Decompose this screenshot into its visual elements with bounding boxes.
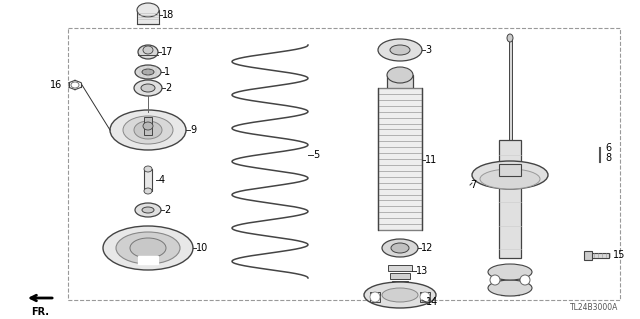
Ellipse shape (142, 69, 154, 75)
Ellipse shape (364, 282, 436, 308)
Text: 12: 12 (421, 243, 433, 253)
Ellipse shape (143, 46, 153, 54)
Ellipse shape (116, 232, 180, 264)
Ellipse shape (144, 166, 152, 172)
Text: 11: 11 (425, 155, 437, 165)
Text: 6: 6 (605, 143, 611, 153)
Bar (144, 169, 152, 191)
Text: 5: 5 (313, 150, 319, 160)
Ellipse shape (490, 275, 500, 285)
Ellipse shape (382, 239, 418, 257)
Ellipse shape (391, 243, 409, 253)
Bar (370, 292, 380, 302)
Text: 1: 1 (164, 67, 170, 77)
Bar (587, 253, 609, 257)
Text: 10: 10 (196, 243, 208, 253)
Ellipse shape (130, 238, 166, 258)
Ellipse shape (144, 188, 152, 194)
Ellipse shape (387, 67, 413, 83)
Ellipse shape (507, 34, 513, 42)
Ellipse shape (488, 280, 532, 296)
Bar (499, 140, 521, 258)
Bar (392, 281, 408, 287)
Text: 17: 17 (161, 47, 173, 57)
Ellipse shape (420, 292, 430, 302)
Bar (420, 292, 430, 302)
Text: 14: 14 (426, 297, 438, 307)
Ellipse shape (488, 264, 532, 280)
Ellipse shape (142, 207, 154, 213)
Text: 15: 15 (613, 250, 625, 260)
Ellipse shape (143, 122, 153, 130)
Bar (68, 28, 620, 300)
Text: FR.: FR. (31, 307, 49, 317)
Ellipse shape (520, 275, 530, 285)
Ellipse shape (137, 3, 159, 17)
Ellipse shape (135, 65, 161, 79)
Ellipse shape (134, 121, 162, 139)
Ellipse shape (472, 161, 548, 189)
Bar (138, 256, 158, 264)
Text: 3: 3 (425, 45, 431, 55)
Text: 9: 9 (190, 125, 196, 135)
Ellipse shape (387, 91, 413, 107)
Ellipse shape (134, 80, 162, 96)
Text: 13: 13 (416, 266, 428, 276)
Ellipse shape (103, 226, 193, 270)
Ellipse shape (71, 82, 79, 88)
Ellipse shape (141, 84, 155, 92)
Text: 18: 18 (162, 10, 174, 20)
Ellipse shape (135, 203, 161, 217)
Text: TL24B3000A: TL24B3000A (570, 303, 618, 312)
Text: 7: 7 (470, 180, 476, 190)
Bar (378, 88, 422, 230)
Bar (388, 265, 412, 271)
Bar (390, 273, 410, 279)
Bar (501, 265, 519, 295)
Bar (584, 250, 592, 259)
Ellipse shape (123, 116, 173, 144)
Text: 16: 16 (50, 80, 62, 90)
Ellipse shape (370, 292, 380, 302)
Bar (509, 38, 511, 140)
Ellipse shape (138, 45, 158, 59)
Ellipse shape (480, 169, 540, 189)
Ellipse shape (390, 45, 410, 55)
Text: 2: 2 (164, 205, 170, 215)
Bar (144, 117, 152, 135)
Bar (137, 10, 159, 24)
Bar (387, 75, 413, 99)
Ellipse shape (378, 39, 422, 61)
Bar (499, 164, 521, 176)
Text: 8: 8 (605, 153, 611, 163)
Ellipse shape (382, 288, 418, 302)
Ellipse shape (110, 110, 186, 150)
Text: 2: 2 (165, 83, 172, 93)
Text: 4: 4 (159, 175, 165, 185)
